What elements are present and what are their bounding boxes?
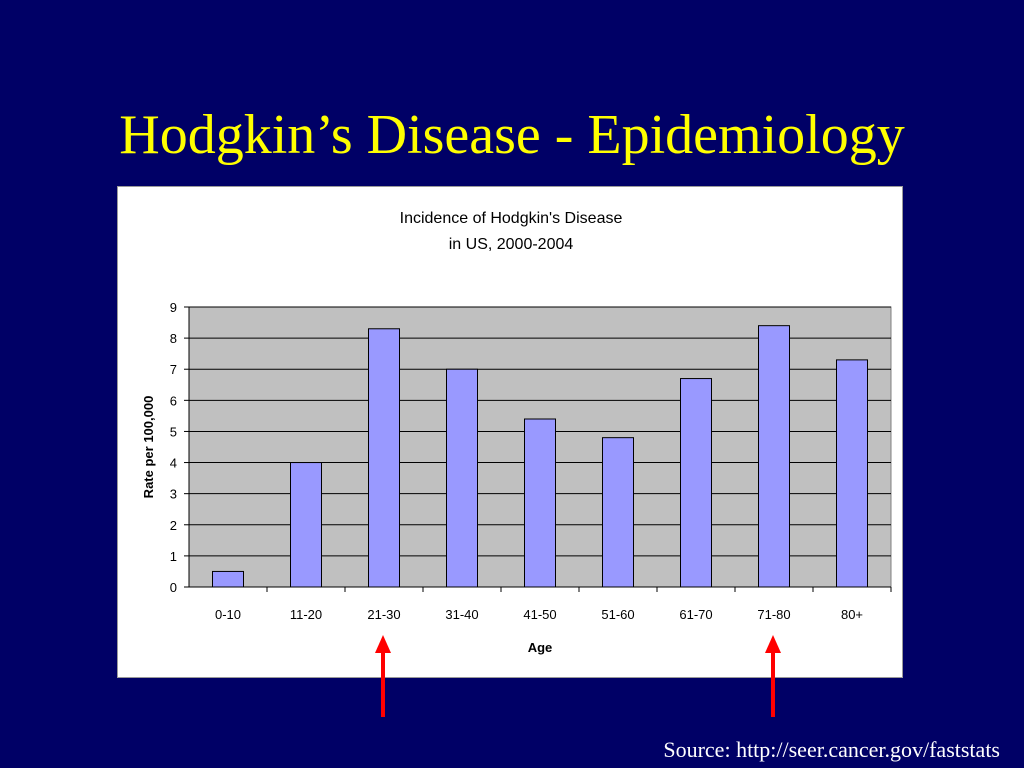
x-tick-label: 21-30 [367,607,400,622]
chart-title-line: Incidence of Hodgkin's Disease [400,210,623,227]
y-tick-label: 7 [170,362,177,377]
bar-chart: Incidence of Hodgkin's Disease in US, 200… [141,210,892,655]
y-tick-label: 2 [170,518,177,533]
y-tick-label: 1 [170,549,177,564]
bar-11-20 [290,462,322,588]
bar-41-50 [524,418,556,588]
x-tick-label: 51-60 [601,607,634,622]
bar-21-30 [368,328,400,588]
x-tick-label: 41-50 [523,607,556,622]
red-arrow-icon [375,635,391,717]
bar-80+ [836,359,868,588]
x-tick-label: 80+ [841,607,863,622]
source-citation: Source: http://seer.cancer.gov/faststats [663,737,1000,762]
y-tick-label: 5 [170,424,177,439]
bar-31-40 [446,368,478,588]
x-tick-label: 31-40 [445,607,478,622]
bar-0-10 [212,570,244,588]
x-tick-label: 61-70 [679,607,712,622]
y-tick-label: 0 [170,580,177,595]
chart-panel: Incidence of Hodgkin's Disease in US, 200… [117,186,903,678]
x-tick-label: 71-80 [757,607,790,622]
x-axis-title: Age [528,640,553,655]
slide-title: Hodgkin’s Disease - Epidemiology [119,104,905,166]
y-tick-label: 8 [170,331,177,346]
bar-71-80 [758,325,790,588]
y-axis-title: Rate per 100,000 [141,396,156,499]
x-tick-label: 11-20 [290,607,322,622]
y-tick-label: 9 [170,300,177,315]
y-tick-label: 4 [170,456,177,471]
bar-51-60 [602,437,634,588]
y-tick-label: 3 [170,487,177,502]
y-tick-label: 6 [170,393,177,408]
x-tick-label: 0-10 [215,607,241,622]
bar-61-70 [680,378,712,588]
chart-title-line: in US, 2000-2004 [449,236,574,253]
red-arrow-icon [765,635,781,717]
